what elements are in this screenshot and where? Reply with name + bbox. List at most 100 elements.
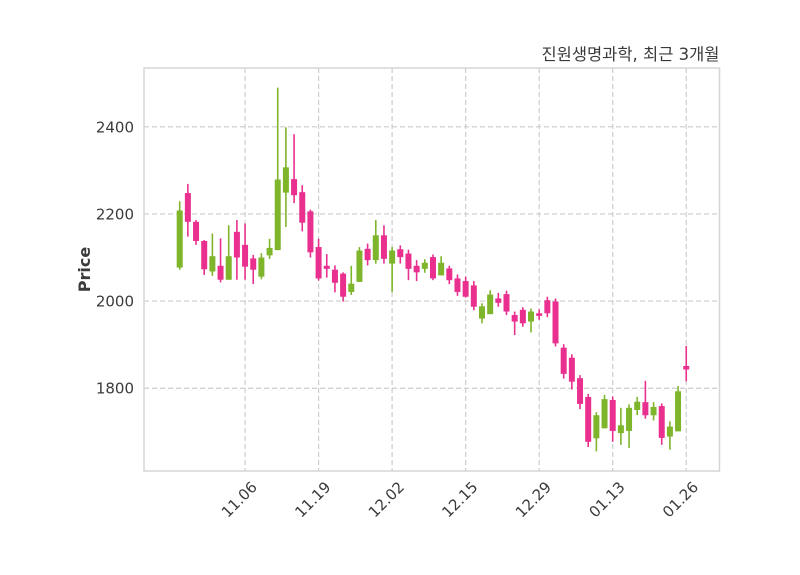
candle-body: [233, 231, 240, 258]
candle-body: [201, 240, 208, 270]
candle-body: [609, 399, 616, 431]
candle-body: [291, 179, 298, 196]
candle-up: [438, 256, 445, 276]
candle-body: [560, 347, 567, 374]
x-tick-label: 12.29: [512, 478, 555, 521]
candle-body: [405, 253, 412, 269]
candle-body: [536, 313, 543, 316]
candle-down: [511, 311, 518, 336]
candle-body: [438, 262, 445, 276]
candle-up: [282, 127, 289, 228]
candle-body: [315, 247, 322, 279]
candle-body: [544, 300, 551, 314]
candle-body: [577, 378, 584, 404]
candle-body: [675, 391, 682, 432]
candle-down: [683, 345, 690, 382]
candle-body: [429, 257, 436, 279]
candle-body: [397, 249, 404, 258]
candle-down: [307, 209, 314, 258]
chart-title: 진원생명과학, 최근 3개월: [541, 45, 719, 64]
candle-down: [331, 265, 338, 293]
y-tick-label: 2200: [96, 205, 134, 223]
candle-body: [495, 298, 502, 303]
candle-down: [242, 223, 249, 280]
x-tick-label: 11.19: [291, 478, 334, 521]
candle-down: [340, 272, 347, 302]
candle-down: [609, 396, 616, 442]
candle-up: [666, 421, 673, 450]
candle-body: [348, 283, 355, 292]
candle-body: [462, 281, 469, 297]
candle-body: [470, 285, 477, 307]
candle-up: [389, 247, 396, 292]
candle-body: [307, 211, 314, 253]
candle-down: [380, 225, 387, 264]
candle-up: [487, 290, 494, 315]
candle-up: [258, 253, 265, 280]
candle-body: [209, 256, 216, 272]
candle-down: [299, 185, 306, 232]
candle-down: [250, 254, 257, 285]
candle-down: [642, 380, 649, 419]
candle-body: [225, 256, 232, 280]
candle-down: [658, 403, 665, 445]
y-axis-label: Price: [75, 247, 94, 293]
candle-body: [454, 278, 461, 292]
candle-body: [626, 407, 633, 431]
candle-down: [233, 220, 240, 280]
candle-body: [242, 244, 249, 267]
candle-body: [617, 425, 624, 434]
candle-down: [364, 243, 371, 266]
candle-body: [658, 406, 665, 438]
candle-body: [666, 426, 673, 437]
candle-up: [593, 412, 600, 452]
plot-border: [143, 67, 721, 472]
candle-down: [536, 309, 543, 320]
candle-body: [380, 235, 387, 259]
y-axis-tick-labels: 1800 2000 2200 2400: [96, 118, 134, 397]
candle-up: [176, 201, 183, 270]
candle-up: [421, 259, 428, 273]
candle-body: [650, 406, 657, 416]
candlestick-series: [176, 87, 690, 452]
candle-down: [413, 260, 420, 282]
candle-down: [585, 393, 592, 448]
candle-down: [184, 183, 191, 237]
candle-body: [323, 265, 330, 269]
candle-up: [348, 265, 355, 295]
candle-body: [585, 396, 592, 442]
candle-body: [331, 269, 338, 283]
candle-body: [446, 268, 453, 281]
candle-body: [634, 401, 641, 411]
candle-body: [258, 257, 265, 277]
candle-body: [364, 248, 371, 261]
y-tick-label: 2400: [96, 118, 134, 136]
candle-down: [568, 354, 575, 390]
candle-body: [250, 258, 257, 270]
candle-up: [650, 402, 657, 421]
candle-down: [470, 281, 477, 311]
candle-down: [495, 292, 502, 307]
candle-up: [478, 303, 485, 324]
x-tick-label: 01.13: [585, 478, 628, 521]
y-tick-label: 2000: [96, 293, 134, 311]
candle-body: [356, 250, 363, 282]
x-axis-tick-labels: 11.06 11.19 12.02 12.15 12.29 01.13 01.26: [218, 478, 702, 521]
candle-body: [683, 366, 690, 370]
candle-up: [601, 394, 608, 429]
candle-up: [617, 407, 624, 445]
candle-body: [642, 402, 649, 416]
candle-up: [225, 225, 232, 280]
candle-body: [593, 415, 600, 439]
candle-up: [209, 233, 216, 276]
x-tick-label: 12.15: [438, 478, 481, 521]
y-tick-label: 1800: [96, 380, 134, 398]
candle-body: [217, 265, 224, 280]
candle-body: [528, 311, 535, 322]
candle-up: [626, 404, 633, 448]
candle-body: [274, 179, 281, 251]
candle-up: [528, 308, 535, 333]
candle-body: [552, 301, 559, 344]
candle-body: [266, 247, 273, 256]
